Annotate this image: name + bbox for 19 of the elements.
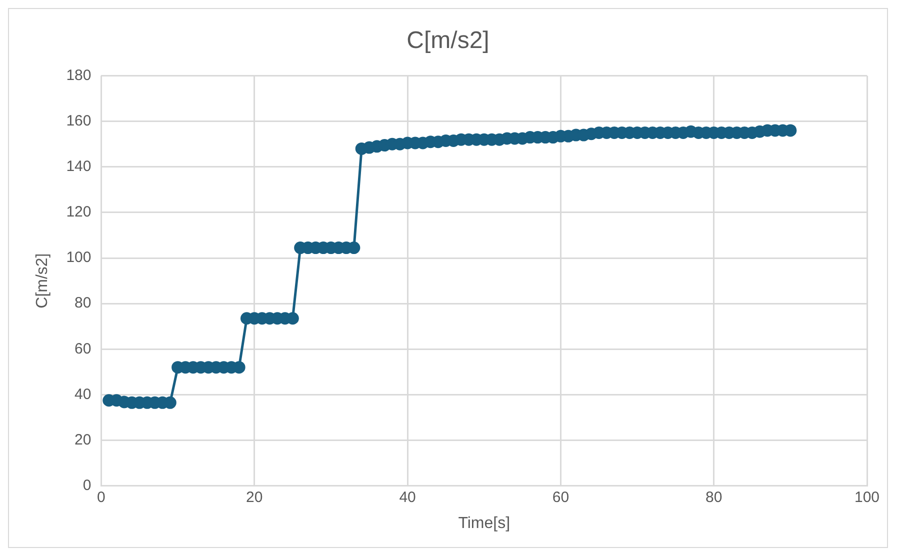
y-axis-title: C[m/s2] [34, 253, 52, 308]
y-tick-label: 60 [74, 340, 92, 358]
y-tick-label: 180 [66, 66, 92, 84]
x-tick-label: 80 [706, 488, 722, 506]
y-tick-label: 160 [66, 112, 92, 130]
x-axis-title: Time[s] [458, 514, 510, 532]
x-tick-label: 20 [246, 488, 263, 506]
y-tick-label: 20 [74, 431, 92, 448]
y-tick-label: 40 [74, 386, 92, 403]
x-tick-label: 100 [854, 488, 880, 506]
y-tick-label: 100 [66, 249, 92, 266]
y-tick-label: 0 [82, 476, 92, 494]
y-tick-label: 120 [66, 204, 92, 221]
chart-title: C[m/s2] [406, 27, 490, 54]
x-tick-label: 0 [97, 488, 106, 506]
x-tick-label: 40 [399, 488, 416, 506]
x-tick-label: 60 [552, 488, 570, 506]
y-tick-label: 80 [74, 294, 92, 312]
y-tick-label: 140 [66, 158, 92, 176]
